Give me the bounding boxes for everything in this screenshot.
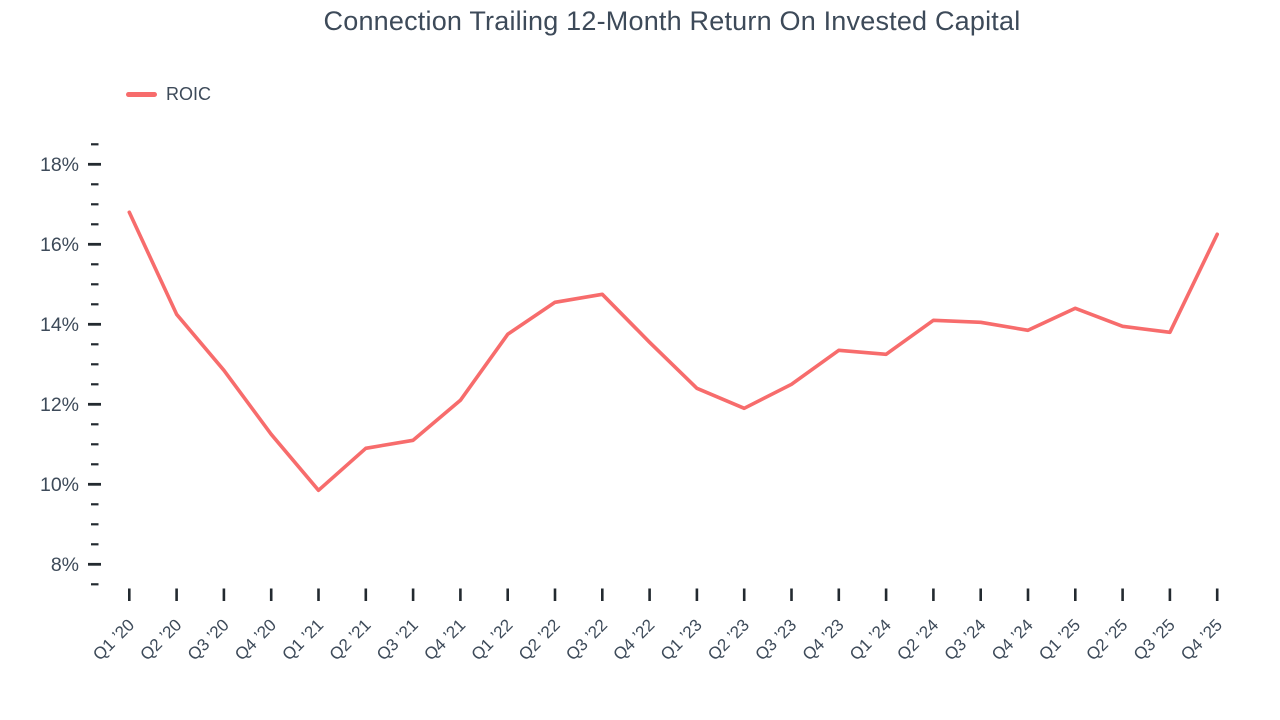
legend-label: ROIC [166, 84, 211, 104]
roic-line-swatch-icon [126, 92, 157, 97]
x-tick-label: Q2 ’23 [704, 615, 753, 664]
x-tick-label: Q4 ’25 [1177, 615, 1226, 664]
y-tick-label: 10% [40, 474, 79, 496]
x-tick-label: Q1 ’24 [846, 615, 895, 664]
y-tick-label: 8% [51, 554, 79, 576]
x-tick-label: Q1 ’22 [468, 615, 517, 664]
x-tick-label: Q1 ’23 [657, 615, 706, 664]
y-tick-label: 18% [40, 154, 79, 176]
x-tick-label: Q4 ’23 [799, 615, 848, 664]
x-tick-label: Q2 ’24 [893, 615, 942, 664]
x-tick-label: Q4 ’24 [988, 615, 1037, 664]
x-tick-label: Q3 ’22 [562, 615, 611, 664]
x-tick-label: Q2 ’22 [515, 615, 564, 664]
x-tick-label: Q4 ’21 [420, 615, 469, 664]
y-tick-label: 16% [40, 234, 79, 256]
x-tick-label: Q3 ’20 [184, 615, 233, 664]
roic-line [127, 210, 1219, 493]
y-tick-label: 12% [40, 394, 79, 416]
chart-title: Connection Trailing 12-Month Return On I… [323, 6, 1021, 36]
y-axis: 18% 16% 14% 12% 10% 8% [40, 143, 101, 586]
x-tick-label: Q2 ’25 [1083, 615, 1132, 664]
x-tick-label: Q3 ’25 [1130, 615, 1179, 664]
x-tick-label: Q4 ’20 [231, 615, 280, 664]
x-tick-label: Q3 ’23 [751, 615, 800, 664]
x-tick-label: Q1 ’21 [278, 615, 327, 664]
x-tick-label: Q1 ’25 [1035, 615, 1084, 664]
x-tick-label: Q1 ’20 [89, 615, 138, 664]
x-tick-label: Q3 ’21 [373, 615, 422, 664]
x-tick-label: Q4 ’22 [610, 615, 659, 664]
y-tick-label: 14% [40, 314, 79, 336]
x-tick-label: Q2 ’20 [137, 615, 186, 664]
x-tick-label: Q3 ’24 [941, 615, 990, 664]
legend-item-roic[interactable]: ROIC [126, 84, 211, 105]
x-tick-label: Q2 ’21 [326, 615, 375, 664]
